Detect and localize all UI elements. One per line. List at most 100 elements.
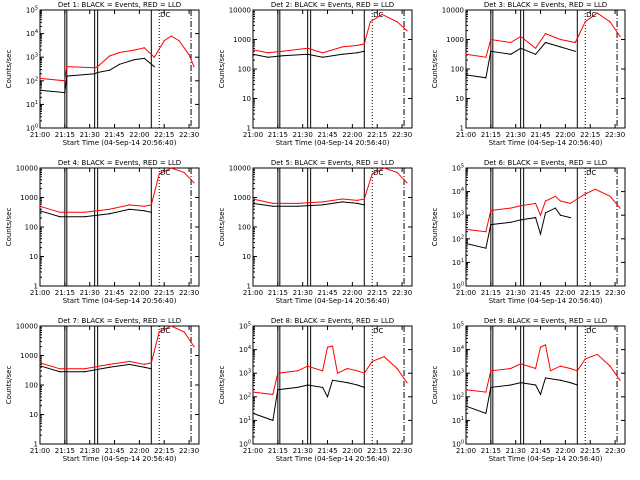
lld-data-point bbox=[490, 209, 492, 212]
y-axis-label: Counts/sec bbox=[5, 366, 13, 405]
events-data-point bbox=[109, 366, 111, 368]
x-tick-label: 21:45 bbox=[530, 131, 550, 139]
lld-series-line bbox=[252, 345, 408, 395]
events-data-point bbox=[277, 389, 279, 391]
lld-data-point bbox=[396, 367, 398, 370]
panel-title: Det 6: BLACK = Events, RED = LLD bbox=[484, 159, 607, 167]
lld-data-point bbox=[544, 200, 547, 202]
events-data-point bbox=[574, 50, 576, 52]
y-tick-label: 102 bbox=[239, 392, 251, 401]
x-tick-label: 21:15 bbox=[481, 447, 501, 455]
x-tick-label: 22:00 bbox=[129, 289, 149, 297]
events-data-point bbox=[66, 75, 68, 77]
events-data-point bbox=[510, 221, 512, 223]
x-tick-label: 21:45 bbox=[104, 289, 124, 297]
events-data-point bbox=[569, 217, 571, 219]
lld-data-point bbox=[535, 202, 537, 204]
x-tick-label: 21:15 bbox=[268, 131, 288, 139]
lld-data-point bbox=[158, 331, 160, 333]
detector-panel-1: 21:00 21:15 21:30 21:45 22:00 22:15 22:30Start… bbox=[5, 1, 200, 147]
lld-data-point bbox=[535, 367, 537, 370]
x-tick-label: 22:30 bbox=[179, 447, 199, 455]
events-data-point bbox=[539, 233, 542, 235]
plot-frame bbox=[465, 9, 626, 129]
y-tick-label: 10 bbox=[242, 253, 251, 261]
y-tick-label: 1000 bbox=[20, 194, 38, 202]
plot-frame bbox=[252, 325, 413, 445]
lld-data-point bbox=[406, 382, 408, 384]
events-data-point bbox=[535, 384, 537, 386]
lld-data-point bbox=[277, 372, 279, 374]
lld-data-point bbox=[490, 38, 492, 41]
lld-series-line bbox=[252, 13, 408, 54]
y-tick-label: 1 bbox=[34, 283, 38, 291]
events-data-point bbox=[576, 384, 578, 386]
x-tick-label: 21:30 bbox=[293, 447, 313, 455]
lld-data-point bbox=[193, 182, 195, 184]
events-data-point bbox=[252, 412, 254, 414]
y-tick-label: 105 bbox=[452, 164, 464, 173]
lld-data-point bbox=[109, 208, 111, 210]
y-axis-label: Counts/sec bbox=[5, 50, 13, 89]
events-data-point bbox=[465, 405, 467, 407]
y-tick-label: 104 bbox=[239, 345, 251, 354]
y-tick-label: 1 bbox=[34, 441, 38, 449]
lld-data-point bbox=[569, 202, 571, 204]
events-series-line bbox=[252, 379, 365, 422]
lld-data-point bbox=[331, 345, 334, 347]
events-data-point bbox=[143, 366, 145, 368]
lld-data-point bbox=[544, 33, 547, 35]
x-tick-label: 21:30 bbox=[80, 131, 100, 139]
lld-data-point bbox=[363, 372, 365, 374]
x-tick-label: 21:30 bbox=[293, 289, 313, 297]
dc-marker: DC bbox=[586, 169, 596, 177]
plot-frame bbox=[465, 167, 626, 287]
lld-data-point bbox=[609, 21, 611, 23]
x-axis-label: Start Time (04-Sep-14 20:56:40) bbox=[63, 139, 177, 147]
x-tick-label: 22:00 bbox=[129, 447, 149, 455]
lld-series-line bbox=[39, 325, 195, 370]
y-axis-label: Counts/sec bbox=[431, 208, 439, 247]
lld-data-point bbox=[64, 80, 66, 82]
lld-data-point bbox=[609, 195, 611, 197]
y-tick-label: 103 bbox=[452, 211, 464, 220]
lld-data-point bbox=[170, 325, 172, 327]
lld-data-point bbox=[510, 367, 512, 370]
plot-frame bbox=[252, 9, 413, 129]
lld-data-point bbox=[406, 30, 408, 32]
lld-data-point bbox=[383, 356, 385, 358]
lld-data-point bbox=[143, 363, 145, 365]
detector-panel-2: 21:00 21:15 21:30 21:45 22:00 22:15 22:30Start… bbox=[218, 1, 413, 147]
lld-data-point bbox=[535, 47, 537, 49]
x-tick-label: 22:30 bbox=[605, 289, 625, 297]
panel-title: Det 5: BLACK = Events, RED = LLD bbox=[271, 159, 394, 167]
panel-title: Det 1: BLACK = Events, RED = LLD bbox=[58, 1, 181, 9]
y-axis-label: Counts/sec bbox=[218, 366, 226, 405]
y-tick-label: 10 bbox=[29, 411, 38, 419]
events-data-point bbox=[128, 363, 130, 365]
events-data-point bbox=[559, 214, 562, 216]
dc-marker: DC bbox=[373, 11, 383, 19]
x-tick-label: 21:00 bbox=[456, 289, 476, 297]
events-data-point bbox=[322, 204, 324, 206]
y-tick-label: 1000 bbox=[20, 352, 38, 360]
events-data-point bbox=[535, 53, 537, 55]
y-tick-label: 1 bbox=[460, 125, 464, 133]
x-tick-label: 22:00 bbox=[555, 289, 575, 297]
y-tick-label: 100 bbox=[451, 66, 464, 74]
events-data-point bbox=[59, 371, 61, 373]
x-tick-label: 22:00 bbox=[342, 289, 362, 297]
x-tick-label: 21:15 bbox=[55, 447, 75, 455]
dc-marker: DC bbox=[160, 327, 170, 335]
events-data-point bbox=[39, 210, 41, 212]
events-data-point bbox=[363, 50, 365, 52]
events-data-point bbox=[544, 377, 547, 379]
lld-data-point bbox=[59, 211, 61, 213]
lld-data-point bbox=[153, 56, 155, 58]
lld-data-point bbox=[322, 201, 324, 203]
lld-data-point bbox=[84, 368, 86, 370]
lld-data-point bbox=[143, 47, 145, 49]
events-data-point bbox=[341, 201, 343, 203]
lld-data-point bbox=[369, 21, 371, 23]
